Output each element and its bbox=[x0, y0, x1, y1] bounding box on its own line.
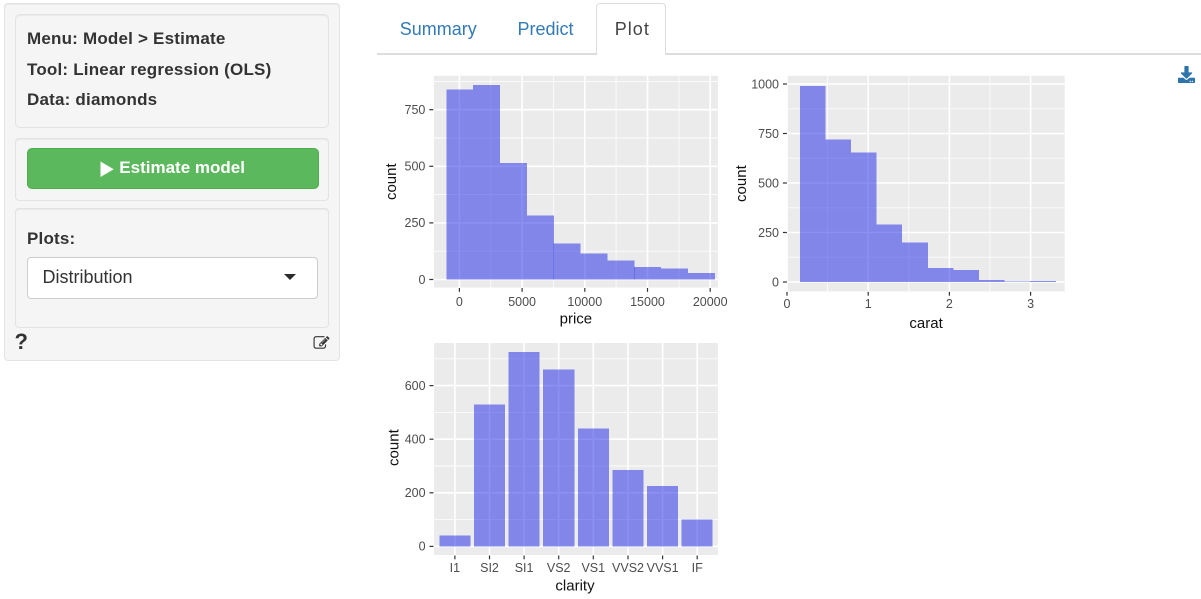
svg-text:10000: 10000 bbox=[567, 295, 602, 309]
svg-text:3: 3 bbox=[1027, 297, 1034, 311]
svg-text:750: 750 bbox=[405, 103, 426, 117]
svg-text:500: 500 bbox=[758, 176, 779, 190]
svg-text:SI2: SI2 bbox=[480, 561, 499, 575]
svg-text:1000: 1000 bbox=[751, 77, 779, 91]
svg-text:I1: I1 bbox=[450, 561, 460, 575]
svg-text:VVS1: VVS1 bbox=[647, 561, 679, 575]
svg-text:750: 750 bbox=[758, 127, 779, 141]
svg-text:250: 250 bbox=[405, 216, 426, 230]
svg-text:0: 0 bbox=[418, 273, 425, 287]
svg-text:0: 0 bbox=[456, 295, 463, 309]
svg-text:400: 400 bbox=[405, 433, 426, 447]
svg-text:15000: 15000 bbox=[630, 295, 665, 309]
svg-text:carat: carat bbox=[909, 315, 943, 332]
svg-text:VS1: VS1 bbox=[581, 561, 605, 575]
svg-text:20000: 20000 bbox=[693, 295, 728, 309]
svg-text:IF: IF bbox=[692, 561, 703, 575]
svg-text:5000: 5000 bbox=[508, 295, 536, 309]
svg-text:price: price bbox=[560, 311, 593, 328]
svg-text:VVS2: VVS2 bbox=[612, 561, 644, 575]
svg-text:0: 0 bbox=[772, 275, 779, 289]
svg-text:500: 500 bbox=[405, 160, 426, 174]
svg-text:250: 250 bbox=[758, 226, 779, 240]
svg-text:count: count bbox=[733, 164, 750, 202]
svg-text:count: count bbox=[385, 428, 402, 466]
svg-text:VS2: VS2 bbox=[547, 561, 571, 575]
svg-text:2: 2 bbox=[946, 297, 953, 311]
svg-text:count: count bbox=[383, 163, 400, 201]
svg-text:0: 0 bbox=[784, 297, 791, 311]
svg-text:SI1: SI1 bbox=[515, 561, 534, 575]
svg-text:200: 200 bbox=[405, 486, 426, 500]
svg-text:600: 600 bbox=[405, 379, 426, 393]
svg-text:1: 1 bbox=[865, 297, 872, 311]
svg-text:0: 0 bbox=[419, 540, 426, 554]
svg-text:clarity: clarity bbox=[555, 578, 595, 595]
